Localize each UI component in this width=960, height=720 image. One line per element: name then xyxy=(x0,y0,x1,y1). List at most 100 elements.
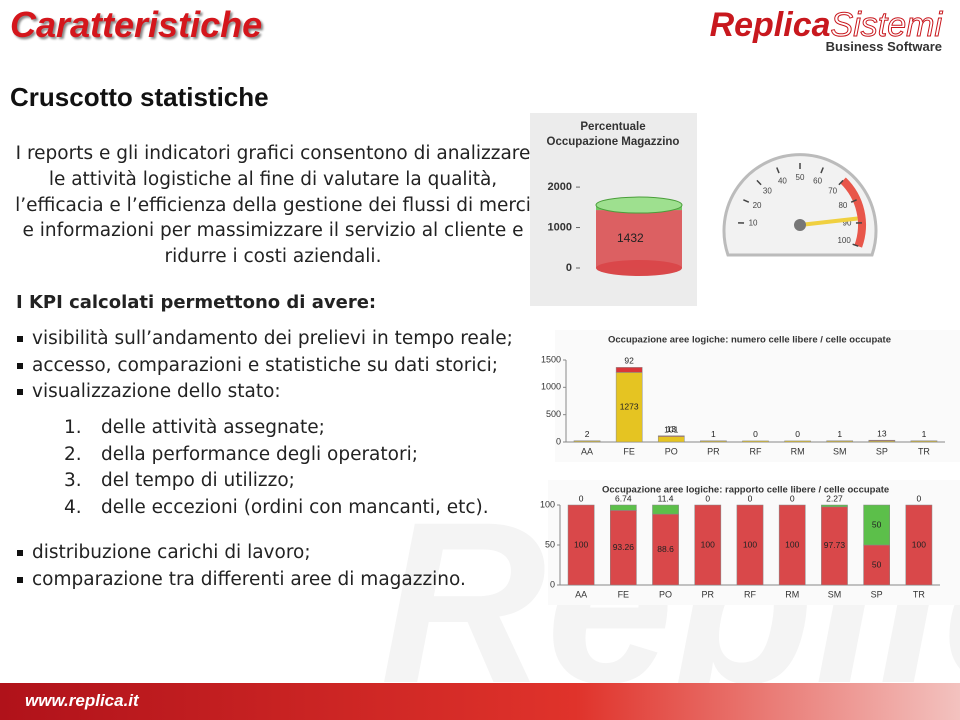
bar-segment xyxy=(736,504,764,586)
bar-segment xyxy=(821,504,848,508)
gauge-tick-label: 100 xyxy=(837,236,851,245)
x-tick-label: RM xyxy=(791,446,805,456)
footer-url: www.replica.it xyxy=(25,691,139,710)
gauge-face xyxy=(722,153,878,257)
x-tick-label: RM xyxy=(785,589,799,599)
x-tick-label: RF xyxy=(744,589,756,599)
bullet-item: visualizzazione dello stato: xyxy=(16,379,513,406)
numbered-item: 4. delle eccezioni (ordini con mancanti, … xyxy=(64,495,489,522)
bar-segment xyxy=(609,504,637,511)
bar-segment xyxy=(615,372,643,443)
item-number: 1. xyxy=(64,417,82,438)
x-tick-label: SP xyxy=(876,446,888,456)
bullet-item: distribuzione carichi di lavoro; xyxy=(16,540,466,567)
item-text: della performance degli operatori; xyxy=(101,443,418,465)
numbered-list: 1. delle attività assegnate; 2. della perfo… xyxy=(64,415,489,521)
value-label: 0 xyxy=(917,493,922,503)
gauge-tick xyxy=(850,199,857,203)
gauge-needle xyxy=(799,216,858,227)
y-tick-label: 0 xyxy=(556,436,561,446)
x-tick-label: TR xyxy=(913,589,925,599)
x-tick-label: SP xyxy=(871,589,883,599)
x-tick-label: AA xyxy=(581,446,593,456)
value-label: 92 xyxy=(624,356,634,366)
x-tick-label: SM xyxy=(833,446,847,456)
bar-segment xyxy=(863,544,891,586)
chart-title: Occupazione aree logiche: numero celle l… xyxy=(608,335,891,346)
gauge-tick-label: 40 xyxy=(778,177,787,186)
kpi-heading: I KPI calcolati permettono di avere: xyxy=(16,292,377,313)
logo-brand: Replica xyxy=(709,6,831,44)
value-label: 0 xyxy=(753,429,758,439)
logo: ReplicaSistemi Business Software xyxy=(709,6,943,55)
bullet-list: visibilità sull’andamento dei prelievi i… xyxy=(16,326,513,406)
y-tick-label: 0 xyxy=(550,579,555,589)
value-label: 100 xyxy=(785,539,799,549)
chart-title: Occupazione aree logiche: rapporto celle… xyxy=(602,485,889,496)
bar-segment xyxy=(778,504,806,586)
item-number: 3. xyxy=(64,470,82,491)
value-label: 0 xyxy=(579,493,584,503)
x-tick-label: AA xyxy=(575,589,587,599)
value-label: 6.74 xyxy=(615,493,632,503)
value-label: 11.4 xyxy=(658,493,674,503)
gauge-tick xyxy=(756,179,762,186)
value-label: 100 xyxy=(912,539,926,549)
footer-bar: www.replica.it xyxy=(0,683,960,720)
y-tick-label: 0 xyxy=(566,262,572,274)
bar-segment xyxy=(821,506,848,586)
value-label: 0 xyxy=(790,493,795,503)
bar-segment xyxy=(652,504,679,515)
item-text: delle eccezioni (ordini con mancanti, et… xyxy=(101,496,489,518)
section-title: Cruscotto statistiche xyxy=(10,82,269,112)
gauge-zone xyxy=(840,177,866,248)
value-label: 100 xyxy=(743,539,757,549)
x-tick-label: PO xyxy=(665,446,678,456)
gauge-tick-label: 10 xyxy=(749,218,758,227)
gauge-hub xyxy=(794,219,806,231)
value-label: 13 xyxy=(667,424,677,434)
item-text: delle attività assegnate; xyxy=(101,417,325,438)
gauge-tick xyxy=(743,199,750,203)
x-tick-label: PR xyxy=(707,446,720,456)
gauge-tick xyxy=(776,167,780,174)
value-label: 13 xyxy=(877,428,887,438)
value-label: 93.26 xyxy=(613,542,635,552)
x-tick-label: PO xyxy=(659,589,672,599)
bar-segment xyxy=(742,440,769,443)
chart-title: Occupazione Magazzino xyxy=(547,136,680,148)
gauge-tick-label: 20 xyxy=(753,201,762,210)
numbered-item: 1. delle attività assegnate; xyxy=(64,415,489,442)
value-label: 50 xyxy=(872,559,882,569)
x-tick-label: SM xyxy=(828,589,842,599)
value-label: 97.73 xyxy=(824,540,846,550)
gauge-tick-label: 50 xyxy=(796,173,805,182)
intro-text: I reports e gli indicatori grafici conse… xyxy=(15,143,531,268)
value-label: 100 xyxy=(574,539,588,549)
gauge-tick-label: 30 xyxy=(763,186,772,195)
value-label: 101 xyxy=(664,425,678,435)
y-tick-label: 1500 xyxy=(541,354,561,364)
y-tick-label: 50 xyxy=(545,539,555,549)
item-number: 2. xyxy=(64,443,82,465)
bar-segment xyxy=(784,440,811,443)
value-label: 2.27 xyxy=(826,493,843,503)
bar-segment xyxy=(609,510,637,586)
gauge-tick xyxy=(852,243,859,247)
bullet-item: comparazione tra differenti aree di maga… xyxy=(16,567,466,594)
logo-tagline: Business Software xyxy=(825,39,942,54)
bar-segment xyxy=(868,439,896,442)
gauge-tick xyxy=(838,179,844,186)
gauge-tick xyxy=(820,167,824,174)
bar-segment xyxy=(652,513,679,586)
gauge-tick-label: 60 xyxy=(813,177,822,186)
numbered-item: 2. della performance degli operatori; xyxy=(64,442,489,469)
bullet-item: visibilità sull’andamento dei prelievi i… xyxy=(16,326,513,353)
bar-segment xyxy=(657,436,685,443)
value-label: 1273 xyxy=(620,401,639,411)
item-text: del tempo di utilizzo; xyxy=(101,470,295,491)
value-label: 0 xyxy=(795,429,800,439)
y-tick-label: 2000 xyxy=(548,181,572,193)
item-number: 4. xyxy=(64,496,82,518)
